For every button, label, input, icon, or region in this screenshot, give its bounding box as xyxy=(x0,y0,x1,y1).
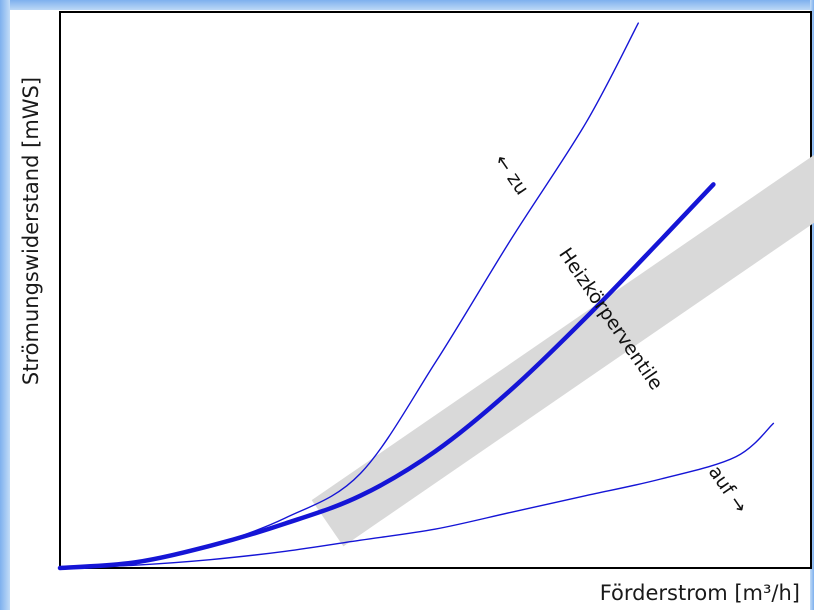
series-line-3 xyxy=(59,422,775,569)
annotation-band xyxy=(311,103,814,547)
border-top xyxy=(0,0,814,10)
x-axis-label: Förderstrom [m³/h] xyxy=(600,581,800,605)
series-group xyxy=(57,22,775,571)
border-left xyxy=(0,0,10,610)
y-axis-label: Strömungswiderstand [mWS] xyxy=(19,77,43,385)
valve-annotation-band xyxy=(311,103,814,547)
series-line-2 xyxy=(57,182,716,571)
